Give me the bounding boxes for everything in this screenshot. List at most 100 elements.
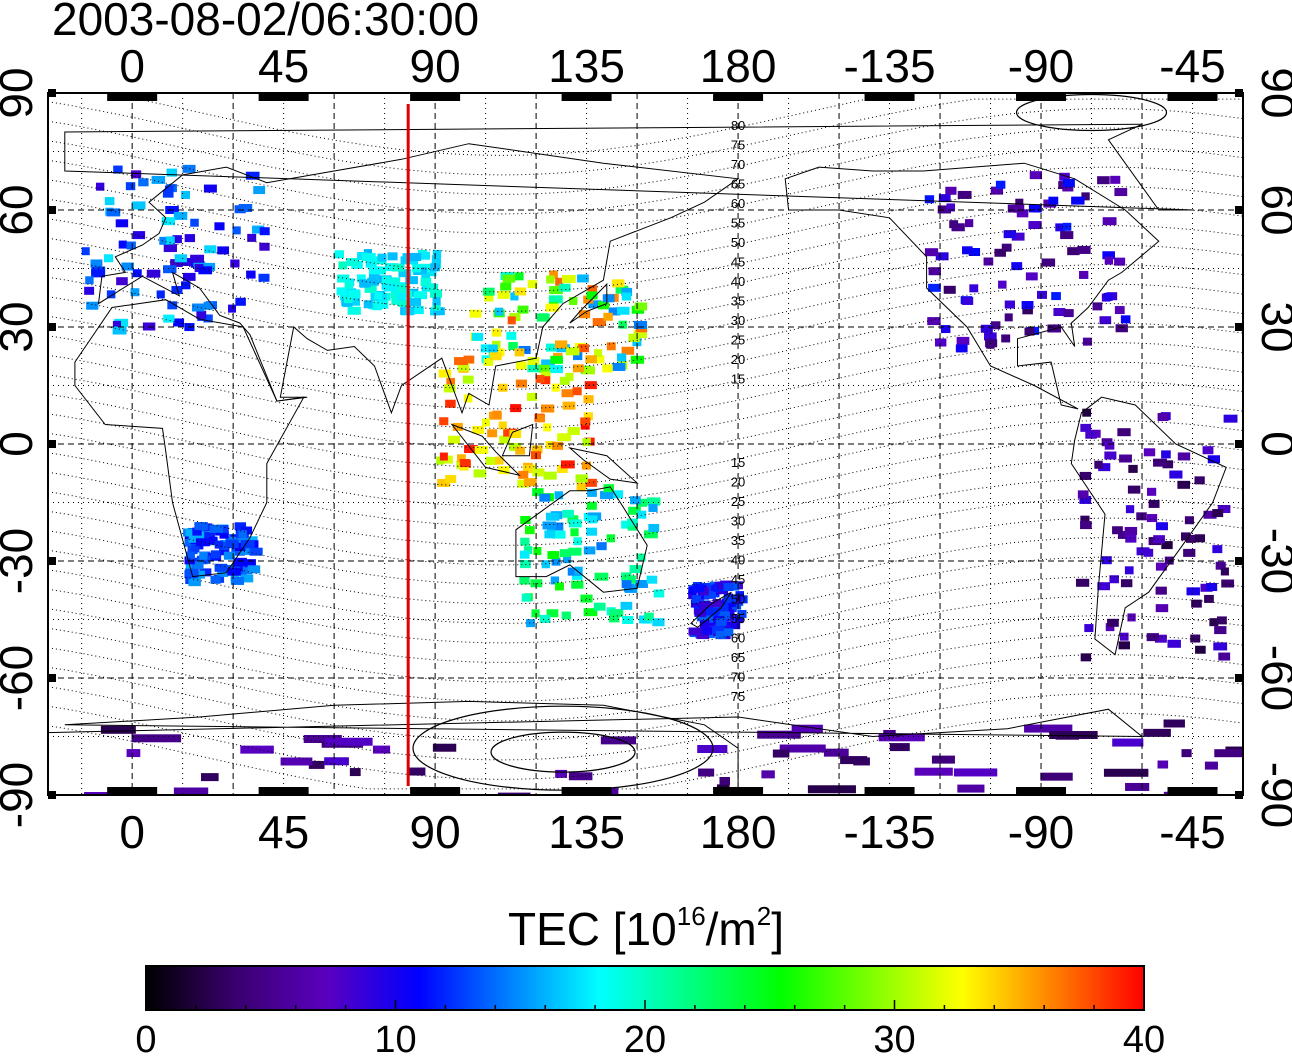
maglat-contour (48, 244, 1243, 332)
tec-cell (617, 306, 630, 315)
tec-cell (603, 312, 613, 321)
tec-cell (1051, 292, 1061, 301)
tec-cell (643, 530, 658, 539)
tec-cell (568, 772, 593, 781)
tec-cell (365, 259, 377, 268)
tec-cell (201, 773, 219, 782)
bottom-longitude-tick-label: 90 (410, 806, 461, 858)
latitude-tick-mark (48, 674, 56, 682)
tec-cell (546, 609, 559, 618)
tec-cell (156, 290, 165, 299)
coastline (784, 162, 1160, 410)
tec-cell (1062, 178, 1075, 187)
tec-cell (472, 332, 484, 341)
tec-cell (573, 352, 583, 361)
coastline (569, 282, 608, 324)
tec-cell (567, 567, 582, 576)
tec-cell (583, 608, 598, 617)
tec-cell (1195, 645, 1206, 654)
bottom-longitude-tick-label: -135 (844, 806, 936, 858)
tec-cell (190, 254, 205, 263)
tec-cell (924, 195, 935, 204)
tec-cell (372, 745, 391, 754)
tec-cell (561, 274, 576, 283)
maglat-contour (48, 673, 1243, 761)
tec-cell (586, 291, 598, 300)
longitude-tick-mark (107, 787, 158, 795)
tec-cell (104, 197, 115, 206)
maglat-contour (48, 322, 1243, 410)
tec-cell (527, 280, 538, 289)
tec-cell (126, 749, 141, 758)
tec-cell (1118, 641, 1130, 650)
tec-cell (696, 613, 710, 622)
longitude-tick-mark (1016, 93, 1067, 101)
tec-cell (712, 599, 722, 608)
tec-cell (408, 767, 426, 776)
maglat-contour (48, 459, 1243, 546)
tec-cell (1154, 634, 1167, 643)
tec-cell (585, 478, 597, 487)
tec-cell (600, 491, 614, 500)
colorbar-tick-label: 10 (374, 1019, 416, 1057)
tec-cell (240, 574, 254, 583)
tec-cell (116, 277, 128, 286)
tec-cell (498, 466, 510, 475)
right-latitude-tick-label: 30 (1252, 301, 1292, 352)
tec-cell (1125, 505, 1135, 514)
tec-cell (1097, 176, 1110, 185)
tec-cell (633, 330, 647, 339)
tec-cell (238, 567, 247, 576)
tec-cell (757, 730, 801, 739)
tec-cell (1153, 535, 1165, 544)
tec-cell (432, 302, 441, 311)
maglat-contour (48, 147, 1243, 234)
tec-cell (699, 620, 710, 629)
tec-cell (998, 280, 1007, 289)
tec-cell (583, 546, 596, 555)
maglat-contour (48, 634, 1243, 722)
tec-cell (498, 383, 508, 392)
right-latitude-tick-label: 60 (1252, 184, 1292, 235)
maglat-label: 30 (731, 313, 745, 328)
tec-cell (497, 792, 531, 795)
tec-cell (146, 269, 161, 278)
tec-cell (429, 289, 442, 298)
tec-cell (235, 297, 246, 306)
tec-cell (163, 265, 177, 274)
tec-cell (113, 165, 123, 174)
maglat-contour (48, 420, 1243, 507)
tec-cell (1022, 306, 1033, 315)
tec-cell (436, 456, 445, 465)
tec-cell (1213, 642, 1228, 651)
tec-cell (198, 266, 213, 275)
tec-cell (983, 257, 994, 266)
tec-cell (414, 306, 424, 315)
tec-cell (962, 296, 974, 305)
maglat-label: 45 (731, 572, 745, 587)
tec-cell (697, 744, 728, 753)
tec-cell (424, 268, 437, 277)
tec-cell (398, 284, 407, 293)
tec-cell (621, 287, 633, 296)
tec-cell (697, 591, 710, 600)
longitude-tick-mark (1016, 787, 1067, 795)
tec-cell (86, 301, 99, 310)
right-latitude-tick-label: -60 (1252, 645, 1292, 711)
tec-cell (308, 760, 325, 769)
maglat-contour (48, 186, 1243, 273)
tec-cell (1212, 509, 1224, 518)
tec-cell (726, 621, 741, 630)
tec-cell (943, 285, 956, 294)
tec-cell (567, 427, 580, 436)
tec-cell (1102, 217, 1117, 226)
tec-cell (539, 614, 551, 623)
tec-cell (717, 611, 730, 620)
longitude-tick-mark (864, 93, 915, 101)
tec-cell (85, 276, 94, 285)
tec-cell (174, 254, 187, 263)
tec-cell (578, 344, 589, 353)
tec-cell (1077, 245, 1091, 254)
tec-cell (514, 287, 527, 296)
tec-cell (621, 580, 632, 589)
